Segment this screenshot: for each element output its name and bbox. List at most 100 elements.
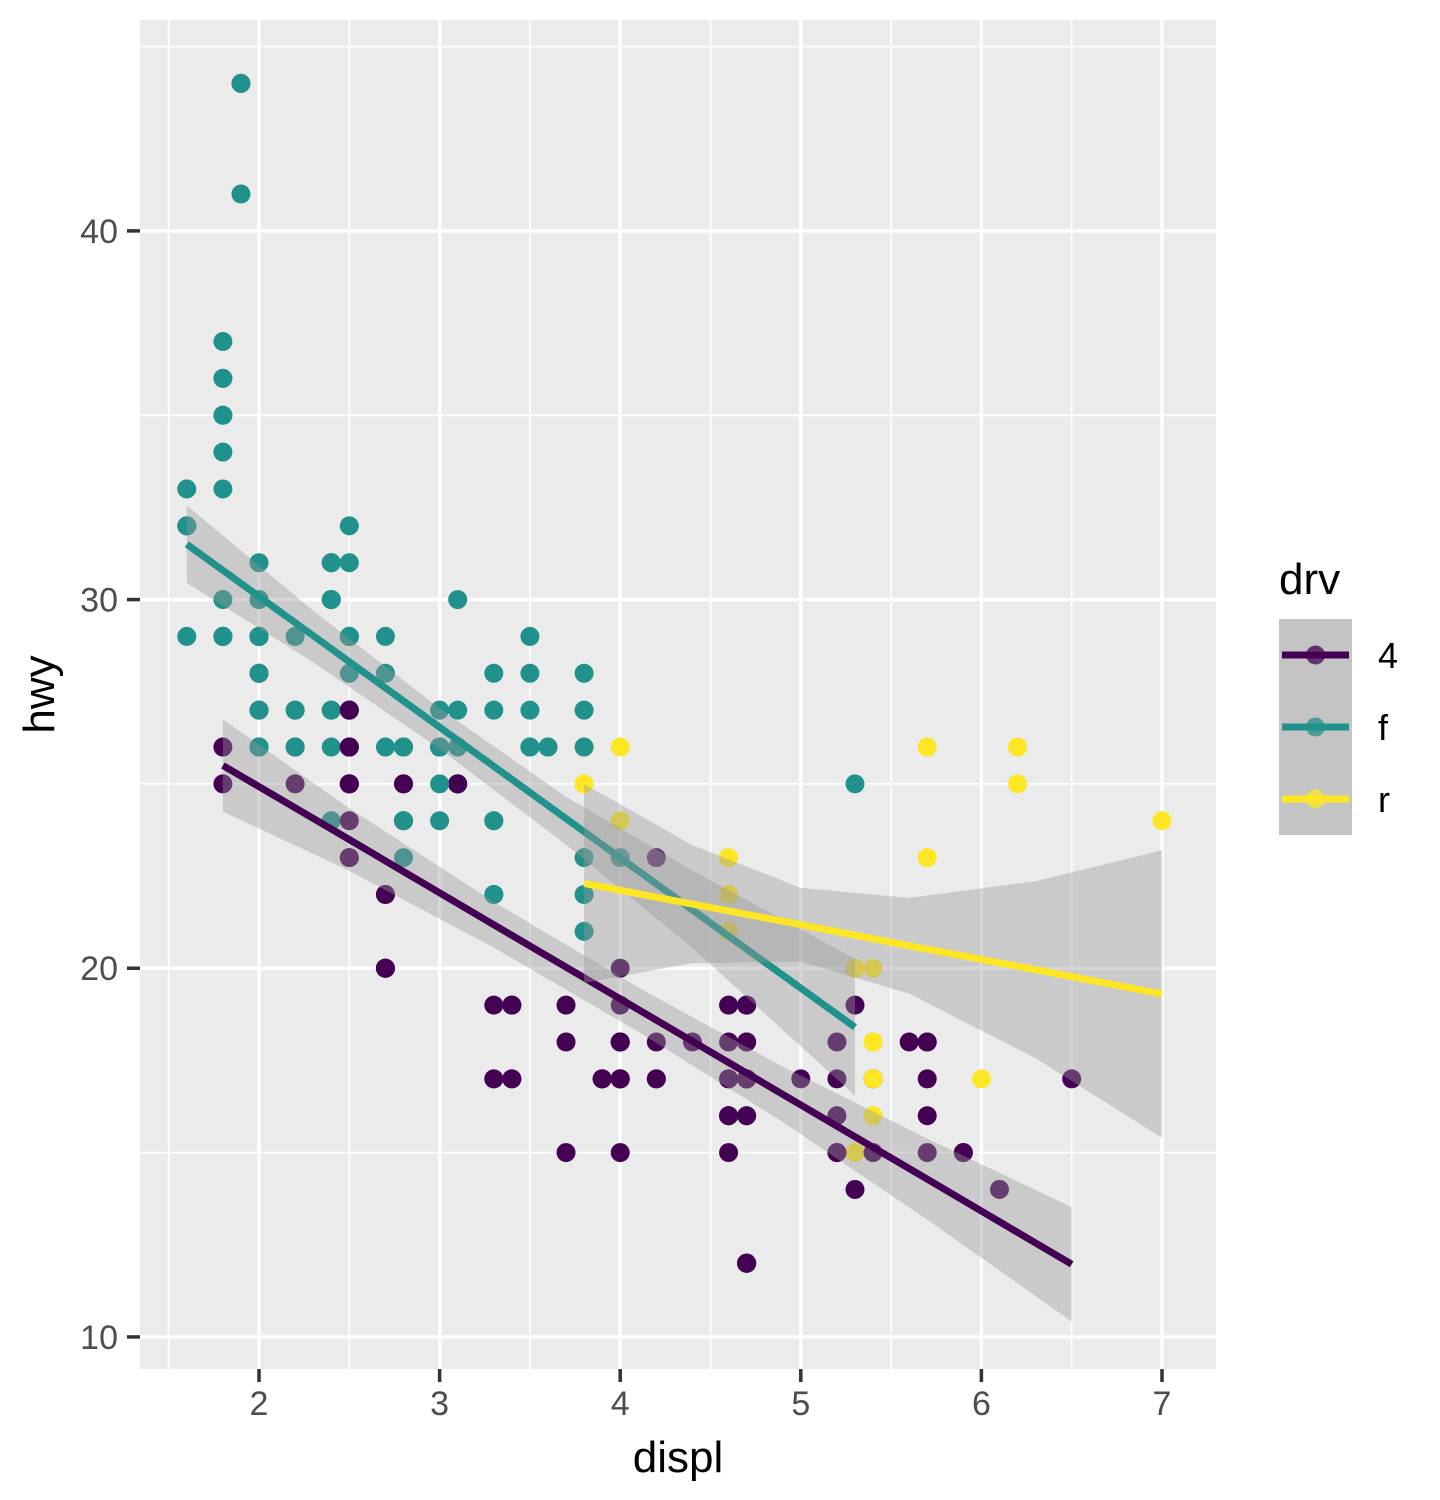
- data-point-4: [339, 774, 359, 794]
- data-point-r: [845, 1143, 865, 1163]
- data-point-4: [719, 1032, 739, 1052]
- data-point-4: [719, 1143, 739, 1163]
- data-point-f: [430, 700, 450, 720]
- data-point-4: [917, 1106, 937, 1126]
- data-point-f: [321, 553, 341, 573]
- x-axis-title: displ: [633, 1433, 724, 1482]
- data-point-f: [375, 626, 395, 646]
- data-point-r: [574, 774, 594, 794]
- data-point-f: [430, 811, 450, 831]
- data-point-f: [321, 737, 341, 757]
- data-point-4: [845, 1179, 865, 1199]
- data-point-f: [249, 663, 269, 683]
- data-point-f: [520, 700, 540, 720]
- data-point-f: [375, 737, 395, 757]
- data-point-r: [1008, 737, 1028, 757]
- data-point-f: [285, 737, 305, 757]
- y-tick-label: 40: [80, 213, 118, 251]
- data-point-f: [484, 663, 504, 683]
- data-point-4: [339, 737, 359, 757]
- data-point-f: [231, 73, 251, 93]
- data-point-f: [448, 590, 468, 610]
- data-point-4: [917, 1069, 937, 1089]
- data-point-r: [610, 737, 630, 757]
- data-point-f: [520, 626, 540, 646]
- data-point-f: [574, 885, 594, 905]
- data-point-4: [448, 774, 468, 794]
- confidence-band-4: [222, 719, 1072, 1322]
- data-point-r: [863, 1032, 883, 1052]
- data-point-f: [213, 479, 233, 499]
- data-point-r: [845, 958, 865, 978]
- data-point-r: [719, 848, 739, 868]
- data-point-4: [737, 1032, 757, 1052]
- y-tick-label: 30: [80, 582, 118, 620]
- data-point-f: [213, 626, 233, 646]
- y-tick-label: 20: [80, 950, 118, 988]
- data-point-4: [719, 1069, 739, 1089]
- data-point-f: [574, 737, 594, 757]
- data-point-4: [375, 885, 395, 905]
- data-point-f: [339, 626, 359, 646]
- regression-line-f: [184, 541, 858, 1031]
- regression-line-4: [221, 762, 1074, 1268]
- data-point-r: [971, 1069, 991, 1089]
- data-point-4: [737, 1106, 757, 1126]
- data-point-f: [574, 700, 594, 720]
- data-point-4: [339, 700, 359, 720]
- legend-label-4: 4: [1378, 635, 1398, 676]
- data-point-4: [1062, 1069, 1082, 1089]
- y-axis-title: hwy: [15, 655, 64, 733]
- x-tick-label: 3: [430, 1385, 449, 1423]
- data-point-f: [249, 700, 269, 720]
- data-point-4: [285, 774, 305, 794]
- data-point-4: [556, 995, 576, 1015]
- y-tick-label: 10: [80, 1319, 118, 1357]
- data-point-4: [646, 1032, 666, 1052]
- data-point-f: [321, 700, 341, 720]
- x-tick-label: 5: [791, 1385, 810, 1423]
- data-point-4: [484, 1069, 504, 1089]
- data-point-4: [737, 1253, 757, 1273]
- data-point-4: [556, 1032, 576, 1052]
- data-point-f: [845, 774, 865, 794]
- data-point-4: [845, 995, 865, 1015]
- legend-label-f: f: [1378, 707, 1389, 748]
- data-point-f: [484, 885, 504, 905]
- data-point-4: [719, 1106, 739, 1126]
- data-point-f: [574, 848, 594, 868]
- data-point-4: [556, 1143, 576, 1163]
- data-point-f: [375, 663, 395, 683]
- data-point-r: [917, 737, 937, 757]
- data-point-4: [917, 1143, 937, 1163]
- data-point-f: [285, 626, 305, 646]
- data-point-4: [339, 848, 359, 868]
- data-point-f: [213, 590, 233, 610]
- data-point-f: [484, 811, 504, 831]
- data-point-4: [213, 774, 233, 794]
- data-point-f: [213, 405, 233, 425]
- data-point-4: [339, 811, 359, 831]
- data-point-4: [827, 1032, 847, 1052]
- data-point-f: [393, 811, 413, 831]
- data-point-r: [917, 848, 937, 868]
- data-point-4: [502, 995, 522, 1015]
- legend-title: drv: [1279, 555, 1340, 604]
- smooth-group-r: [583, 783, 1163, 1138]
- data-point-f: [249, 626, 269, 646]
- data-point-4: [484, 995, 504, 1015]
- data-point-4: [592, 1069, 612, 1089]
- x-tick-label: 2: [250, 1385, 269, 1423]
- data-point-r: [863, 958, 883, 978]
- data-point-4: [375, 958, 395, 978]
- data-point-f: [574, 921, 594, 941]
- data-point-4: [899, 1032, 919, 1052]
- data-point-r: [863, 1106, 883, 1126]
- x-tick-label: 4: [611, 1385, 630, 1423]
- data-point-f: [177, 516, 197, 536]
- data-point-4: [827, 1069, 847, 1089]
- data-point-f: [520, 737, 540, 757]
- data-point-4: [646, 1069, 666, 1089]
- legend-label-r: r: [1378, 779, 1390, 820]
